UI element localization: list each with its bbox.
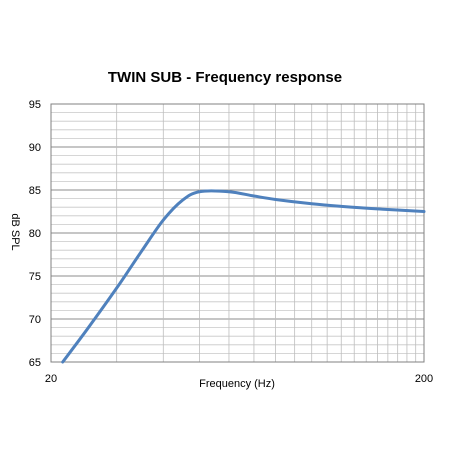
x-axis-label: Frequency (Hz) xyxy=(199,378,275,390)
x-axis-ticks: 20 200 xyxy=(45,373,433,385)
y-tick-label: 95 xyxy=(29,99,41,111)
x-tick-label: 200 xyxy=(415,373,433,385)
y-tick-label: 75 xyxy=(29,271,41,283)
series-group xyxy=(61,189,426,364)
y-tick-label: 85 xyxy=(29,185,41,197)
chart-title: TWIN SUB - Frequency response xyxy=(108,69,342,86)
plot-border xyxy=(50,103,425,363)
grid xyxy=(51,104,424,362)
y-tick-label: 80 xyxy=(29,228,41,240)
x-tick-label: 20 xyxy=(45,373,57,385)
series-line xyxy=(61,189,426,364)
y-axis-label: dB SPL xyxy=(9,213,21,250)
y-tick-label: 70 xyxy=(29,314,41,326)
y-axis-ticks: 65 70 75 80 85 90 95 xyxy=(29,99,41,369)
y-tick-label: 90 xyxy=(29,142,41,154)
y-tick-label: 65 xyxy=(29,357,41,369)
